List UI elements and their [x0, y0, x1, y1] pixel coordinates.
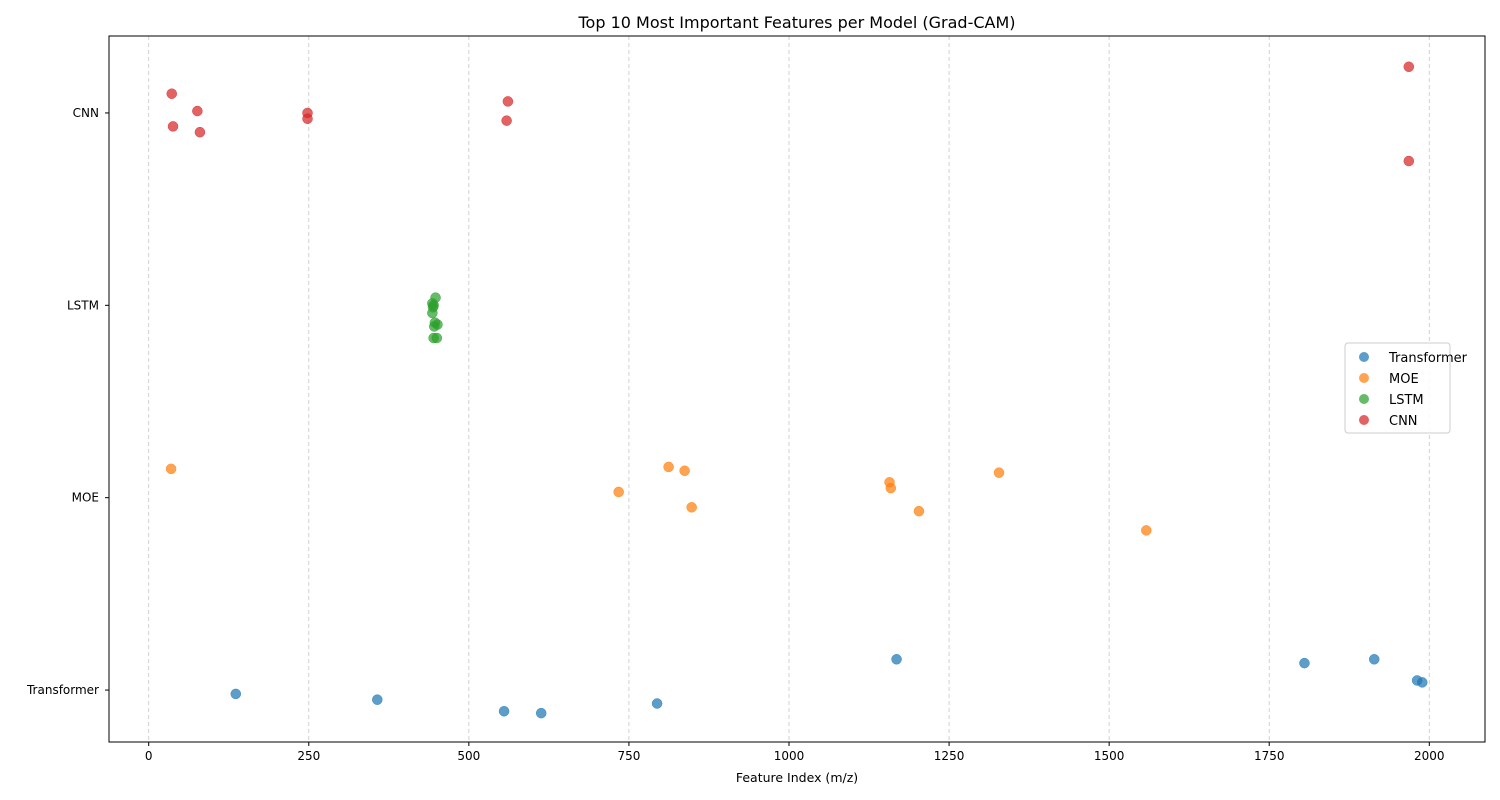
point-transformer — [891, 654, 902, 665]
point-moe — [663, 461, 674, 473]
x-tick-label: 750 — [617, 749, 640, 763]
chart-title: Top 10 Most Important Features per Model… — [577, 13, 1015, 32]
plot-frame — [108, 35, 1486, 743]
x-axis-label: Feature Index (m/z) — [736, 770, 858, 785]
point-cnn — [192, 105, 203, 117]
point-moe — [1141, 525, 1152, 536]
point-lstm — [431, 332, 443, 344]
point-cnn — [167, 121, 179, 132]
legend-label-moe: MOE — [1389, 372, 1419, 387]
x-tick-label: 1000 — [774, 749, 805, 763]
point-cnn — [501, 115, 512, 126]
point-transformer — [372, 694, 383, 705]
point-transformer — [230, 688, 242, 700]
point-transformer — [651, 698, 663, 709]
legend-marker-lstm — [1359, 394, 1369, 404]
legend: Transformer MOE LSTM CNN — [1344, 342, 1468, 434]
point-cnn — [502, 96, 514, 107]
point-transformer — [1299, 657, 1310, 669]
point-moe — [913, 505, 925, 517]
x-tick-label: 0 — [145, 749, 153, 763]
point-transformer — [498, 705, 510, 717]
y-tick-label: Transformer — [26, 683, 99, 697]
point-transformer — [1368, 654, 1380, 665]
legend-marker-cnn — [1359, 415, 1369, 425]
point-moe — [613, 486, 624, 498]
y-tick-label: MOE — [72, 491, 99, 505]
point-cnn — [166, 88, 177, 99]
point-transformer — [1417, 677, 1428, 688]
point-moe — [165, 463, 177, 475]
point-moe — [885, 482, 897, 494]
point-cnn — [302, 113, 313, 124]
point-cnn — [1403, 155, 1415, 167]
x-tick-label: 500 — [457, 749, 480, 763]
x-tick-label: 1500 — [1094, 749, 1125, 763]
point-lstm — [427, 307, 438, 319]
point-moe — [686, 502, 697, 513]
legend-marker-transformer — [1359, 352, 1369, 362]
legend-marker-moe — [1359, 373, 1369, 383]
y-tick-label: CNN — [73, 106, 99, 120]
legend-label-cnn: CNN — [1389, 414, 1418, 429]
point-cnn — [1403, 61, 1415, 73]
x-tick-label: 2000 — [1414, 749, 1445, 763]
legend-label-lstm: LSTM — [1389, 393, 1424, 408]
points-layer — [165, 61, 1428, 719]
legend-label-transformer: Transformer — [1388, 351, 1468, 366]
x-tick-label: 1750 — [1254, 749, 1285, 763]
ticks-layer: 0 250 500 750 1000 1250 1500 1750 2000 Transforme… — [26, 106, 1445, 763]
point-moe — [679, 465, 690, 477]
grid-layer — [148, 36, 1430, 742]
point-cnn — [194, 126, 206, 138]
point-transformer — [535, 707, 547, 719]
point-lstm — [429, 321, 440, 332]
y-tick-label: LSTM — [67, 298, 99, 312]
x-tick-label: 250 — [297, 749, 320, 763]
point-moe — [993, 467, 1005, 478]
legend-frame — [1344, 342, 1451, 434]
x-tick-label: 1250 — [934, 749, 965, 763]
